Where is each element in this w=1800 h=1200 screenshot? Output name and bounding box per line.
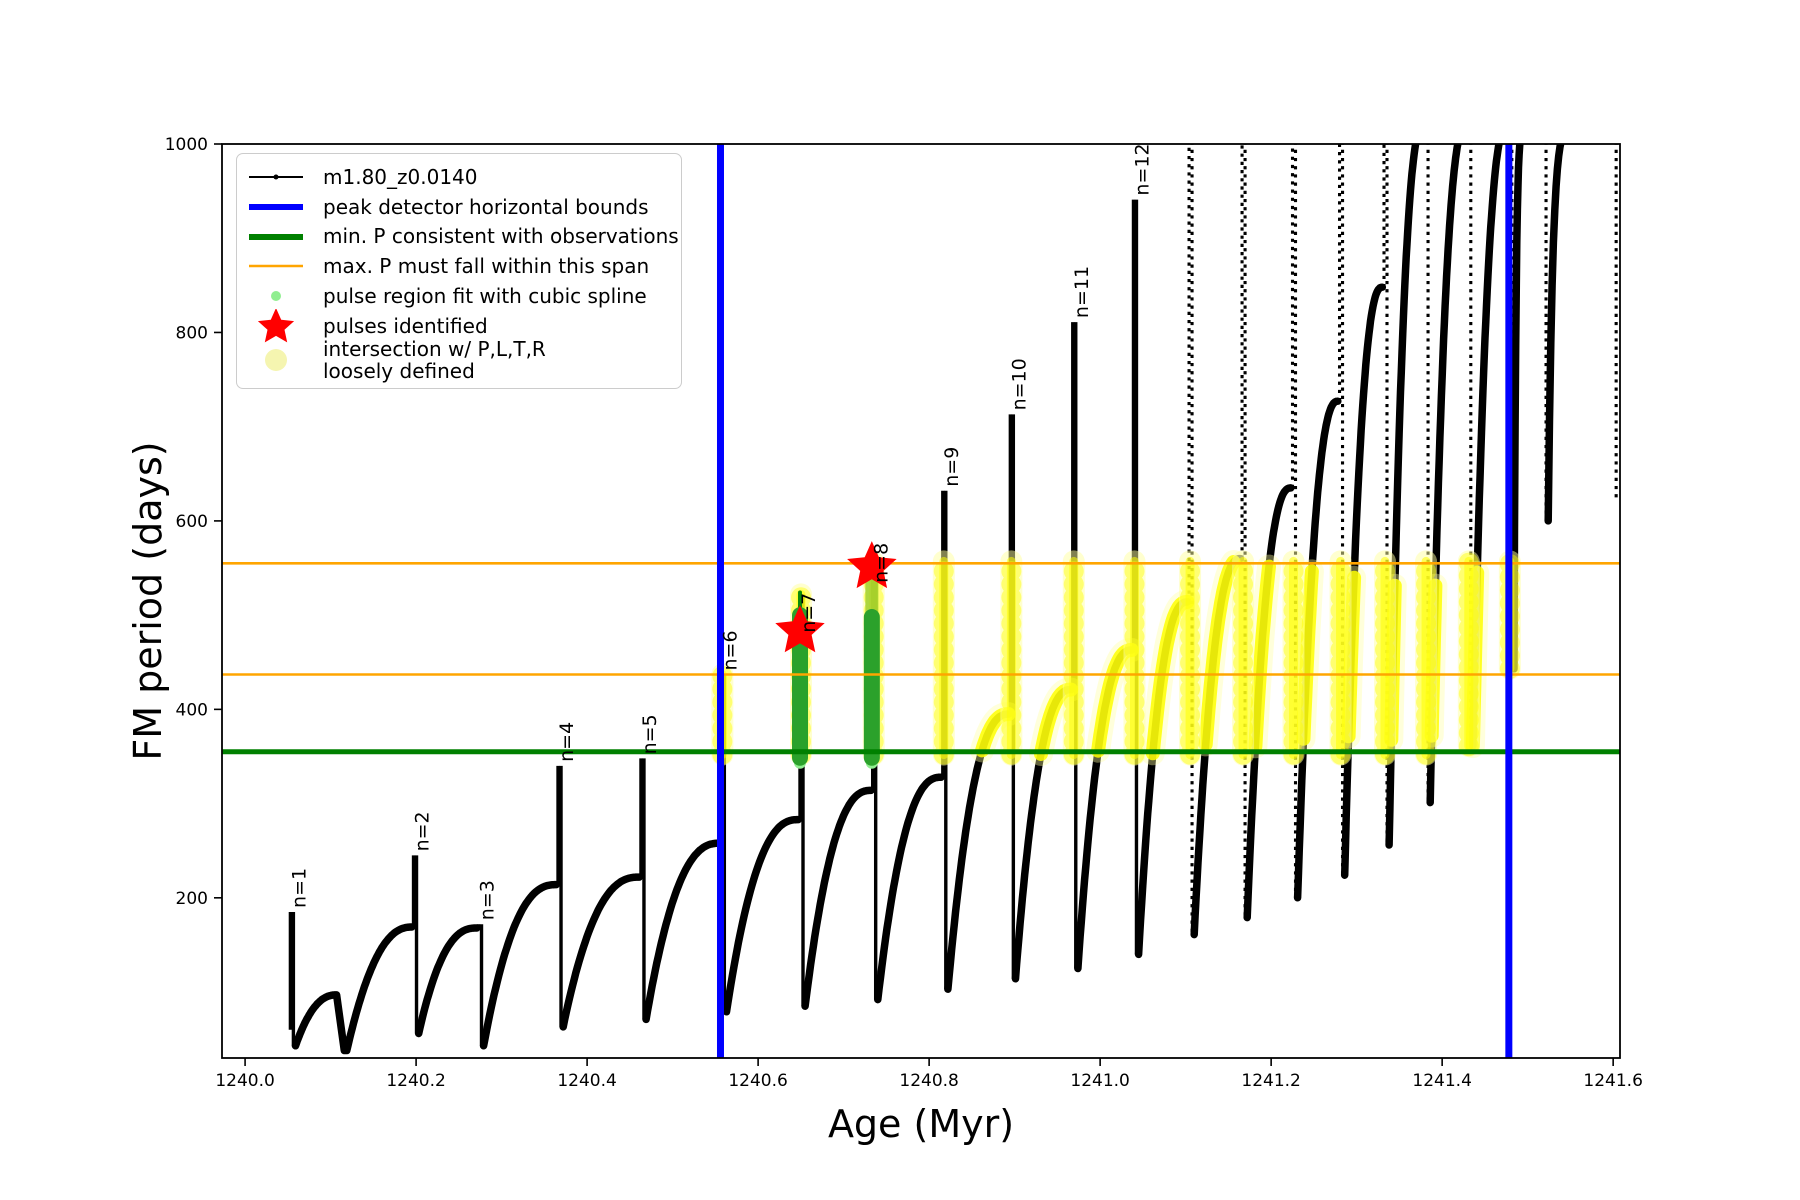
legend-item-label: max. P must fall within this span — [323, 254, 650, 279]
pulse-label: n=11 — [1071, 266, 1093, 318]
legend-item-label: min. P consistent with observations — [323, 224, 679, 249]
lightgreen-dot-icon — [245, 279, 307, 313]
x-axis-title: Age (Myr) — [827, 1102, 1015, 1146]
legend-item-label: intersection w/ P,L,T,R loosely defined — [323, 337, 546, 384]
legend-marker-graphic — [249, 174, 303, 180]
y-tick-label: 600 — [176, 512, 208, 532]
blue-line-icon — [245, 190, 307, 224]
legend-item-spline: pulse region fit with cubic spline — [245, 281, 671, 311]
legend-marker-graphic — [249, 233, 303, 240]
legend-marker-graphic — [249, 203, 303, 210]
x-tick-label: 1240.2 — [386, 1071, 445, 1091]
main-curve-hump — [801, 786, 875, 1010]
axes-box — [221, 143, 1621, 1059]
pulse-label: n=4 — [556, 722, 578, 762]
legend-item-label: pulse region fit with cubic spline — [323, 283, 647, 308]
y-tick-label: 800 — [176, 323, 208, 343]
main-curve-hump — [1510, 144, 1524, 673]
pulse-label: n=7 — [798, 593, 820, 633]
green-line-icon — [245, 220, 307, 254]
legend-item-min-p: min. P consistent with observations — [245, 220, 679, 254]
y-tick-label: 200 — [176, 889, 208, 909]
pulse-label: n=6 — [719, 630, 741, 670]
main-curve-hump — [291, 923, 416, 1055]
main-curve-hump — [642, 839, 724, 1024]
legend-item-series: m1.80_z0.0140 — [245, 162, 671, 192]
legend-item-intersection: intersection w/ P,L,T,R loosely defined — [245, 337, 671, 384]
pulse-label: n=8 — [871, 543, 893, 583]
red-star-icon — [245, 308, 307, 343]
main-curve-hump — [479, 880, 561, 1050]
main-curve-hump — [1469, 144, 1503, 750]
series-line-dot-icon — [245, 160, 307, 194]
x-tick-label: 1241.0 — [1070, 1071, 1129, 1091]
y-tick-label: 1000 — [165, 135, 208, 155]
pulse-label: n=3 — [477, 880, 499, 920]
legend-item-peak-bounds: peak detector horizontal bounds — [245, 192, 671, 222]
intersection-hump — [1198, 555, 1241, 752]
pulse-label: n=1 — [288, 868, 310, 908]
pulse-label: n=10 — [1008, 358, 1030, 410]
legend-item-label: m1.80_z0.0140 — [323, 164, 478, 189]
legend-item-label: peak detector horizontal bounds — [323, 194, 649, 219]
x-tick-label: 1240.6 — [728, 1071, 787, 1091]
intersection-hump — [1248, 559, 1276, 754]
pulse-star — [847, 541, 897, 589]
y-axis-title: FM period (days) — [126, 441, 170, 761]
yellow-dot-icon — [245, 343, 307, 377]
legend-marker-graphic — [265, 349, 287, 372]
y-tick-label: 400 — [176, 700, 208, 720]
x-tick-label: 1241.6 — [1583, 1071, 1642, 1091]
main-curve-hump — [722, 815, 803, 1016]
legend-marker-graphic — [257, 308, 295, 343]
legend-item-label: pulses identified — [323, 313, 488, 338]
x-tick-label: 1241.4 — [1412, 1071, 1471, 1091]
legend: m1.80_z0.0140 peak detector horizontal b… — [236, 153, 682, 389]
main-curve-hump — [1544, 144, 1565, 525]
x-tick-label: 1240.0 — [215, 1071, 274, 1091]
pulse-label: n=2 — [412, 811, 434, 851]
main-curve-hump — [559, 873, 644, 1031]
main-curve-hump — [874, 773, 945, 1004]
orange-line-icon — [245, 249, 307, 283]
legend-item-pulses: pulses identified — [245, 308, 671, 343]
pulse-label: n=12 — [1131, 143, 1153, 195]
main-curve-hump — [414, 924, 481, 1038]
pulse-label: n=9 — [941, 447, 963, 487]
pulse-label: n=5 — [639, 714, 661, 754]
legend-marker-graphic — [249, 264, 303, 268]
x-tick-label: 1240.8 — [899, 1071, 958, 1091]
pulse-star — [775, 605, 825, 653]
x-tick-label: 1241.2 — [1241, 1071, 1300, 1091]
legend-item-max-p: max. P must fall within this span — [245, 251, 671, 281]
legend-marker-graphic — [271, 291, 281, 302]
intersection-hump — [1296, 564, 1319, 746]
x-tick-label: 1240.4 — [557, 1071, 616, 1091]
